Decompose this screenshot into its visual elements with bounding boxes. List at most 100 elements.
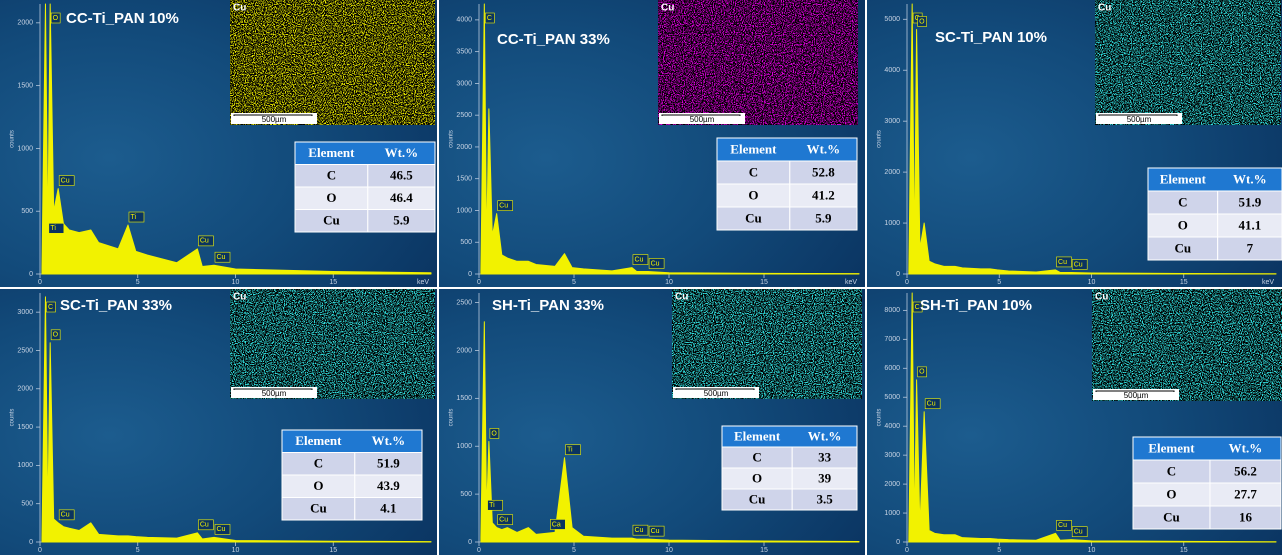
table-header: Wt.% (372, 433, 406, 448)
peak-label: Cu (1057, 520, 1072, 530)
table-cell: C (752, 449, 761, 464)
peak-label: Ti (566, 445, 581, 455)
y-tick-label: 7000 (884, 336, 900, 343)
peak-label: Cu (633, 525, 648, 535)
peak-label-text: Cu (499, 516, 508, 523)
y-tick-label: 3000 (884, 452, 900, 459)
peak-label: Ti (488, 500, 503, 510)
y-tick-label: 2000 (884, 481, 900, 488)
y-tick-label: 1000 (456, 207, 472, 214)
table-header: Wt.% (1233, 171, 1267, 186)
scale-label: 500µm (1127, 115, 1152, 124)
peak-label-text: Ti (567, 447, 573, 454)
x-unit: keV (417, 279, 429, 286)
peak-label: Ti (49, 223, 64, 233)
table-cell: 33 (818, 449, 832, 464)
y-tick-label: 2500 (456, 112, 472, 119)
peak-label: C (46, 302, 55, 312)
peak-label: Cu (498, 201, 513, 211)
y-tick-label: 5000 (884, 16, 900, 23)
x-tick-label: 0 (477, 279, 481, 286)
peak-label-text: Ca (552, 521, 561, 528)
x-tick-label: 5 (136, 547, 140, 554)
y-tick-label: 1500 (17, 82, 33, 89)
y-tick-label: 2000 (456, 347, 472, 354)
x-unit: keV (1262, 279, 1274, 286)
table-cell: 39 (818, 470, 832, 485)
y-axis-label: counts (449, 409, 455, 427)
map-speckle (230, 289, 435, 399)
table-cell: C (749, 164, 758, 179)
peak-label: Cu (215, 524, 230, 534)
panel-title: SC-Ti_PAN 10% (935, 29, 1047, 46)
peak-label: Cu (649, 258, 664, 268)
table-cell: 51.9 (1238, 194, 1261, 209)
x-tick-label: 5 (136, 279, 140, 286)
map-speckle (672, 289, 862, 399)
table-cell: O (1178, 217, 1188, 232)
y-tick-label: 2500 (456, 299, 472, 306)
map-label: Cu (233, 292, 246, 303)
peak-label-text: O (53, 15, 59, 22)
panel-title: SH-Ti_PAN 10% (920, 297, 1032, 314)
peak-label: Cu (498, 515, 513, 525)
peak-label: Cu (649, 526, 664, 536)
figure: 0500100015002000051015keVcountsOTiCuTiCu… (0, 0, 1282, 555)
y-tick-label: 5000 (884, 394, 900, 401)
panel: 05001000150020002500051015countsOTiCuCaT… (439, 289, 865, 555)
panel: 010002000300040005000600070008000051015c… (867, 289, 1282, 555)
table-cell: 43.9 (377, 478, 400, 493)
table-header: Element (308, 145, 355, 160)
scale-label: 500µm (262, 115, 287, 124)
peak-label: Cu (925, 399, 940, 409)
y-axis-label: counts (10, 130, 16, 148)
x-tick-label: 10 (232, 279, 240, 286)
scale-label: 500µm (262, 389, 287, 398)
table-cell: 46.4 (390, 190, 413, 205)
table-cell: 41.2 (812, 187, 835, 202)
peak-label-text: Ti (489, 502, 495, 509)
map-speckle (658, 0, 858, 125)
panel-title: SC-Ti_PAN 33% (60, 297, 172, 314)
peak-label-text: Cu (216, 526, 225, 533)
x-tick-label: 0 (905, 279, 909, 286)
y-axis-label: counts (877, 130, 883, 148)
table-cell: O (748, 187, 758, 202)
x-tick-label: 5 (572, 279, 576, 286)
x-tick-label: 15 (1180, 279, 1188, 286)
x-tick-label: 0 (905, 547, 909, 554)
x-tick-label: 5 (997, 547, 1001, 554)
table-cell: C (314, 456, 323, 471)
x-tick-label: 10 (1088, 279, 1096, 286)
peak-label: Cu (59, 176, 74, 186)
peak-label: Ca (550, 519, 565, 529)
peak-label-text: Cu (651, 260, 660, 267)
peak-label: Cu (198, 236, 213, 246)
peak-label: O (918, 16, 927, 26)
y-tick-label: 1000 (884, 510, 900, 517)
scale-label: 500µm (1124, 391, 1149, 400)
y-tick-label: 3000 (456, 80, 472, 87)
y-tick-label: 0 (29, 539, 33, 546)
table-cell: 4.1 (380, 501, 396, 516)
x-tick-label: 15 (1180, 547, 1188, 554)
table-header: Element (1160, 171, 1207, 186)
table-cell: Cu (310, 501, 327, 516)
x-tick-label: 0 (38, 279, 42, 286)
y-tick-label: 3500 (456, 48, 472, 55)
y-tick-label: 1000 (456, 443, 472, 450)
peak-label-text: C (915, 304, 920, 311)
table-header: Wt.% (1229, 440, 1263, 455)
scale-label: 500µm (690, 115, 715, 124)
y-tick-label: 0 (896, 271, 900, 278)
x-tick-label: 5 (572, 547, 576, 554)
scale-label: 500µm (704, 389, 729, 398)
y-tick-label: 1500 (456, 395, 472, 402)
y-tick-label: 4000 (884, 423, 900, 430)
peak-label-text: O (53, 332, 59, 339)
panel: 010002000300040005000051015keVcountsCOCu… (867, 0, 1282, 287)
table-cell: 5.9 (393, 213, 410, 228)
table-header: Wt.% (807, 141, 841, 156)
table-header: Wt.% (385, 145, 419, 160)
